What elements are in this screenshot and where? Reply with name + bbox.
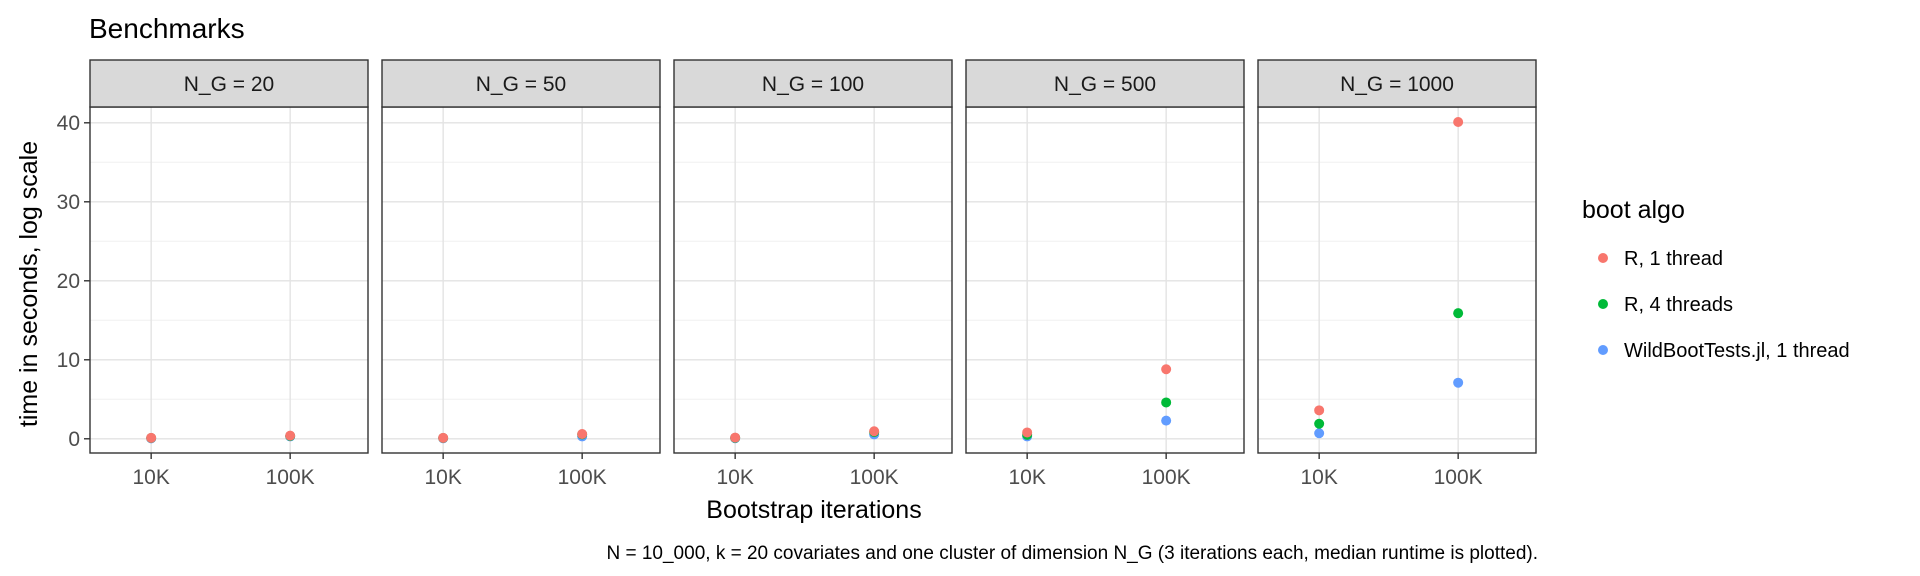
panel-background <box>1258 107 1536 453</box>
y-axis-label: time in seconds, log scale <box>15 141 43 427</box>
x-tick-label: 10K <box>132 466 169 489</box>
y-tick-label: 10 <box>57 349 80 372</box>
legend: boot algo R, 1 thread R, 4 threads WildBoo… <box>1582 196 1850 362</box>
x-axis-label: Bootstrap iterations <box>706 496 921 524</box>
facet-panel: 10K 100K N_G = 1000 <box>1257 59 1537 489</box>
data-point <box>1453 308 1464 319</box>
x-tick-label: 100K <box>850 466 899 489</box>
data-point <box>1314 418 1325 429</box>
x-tick-label: 10K <box>424 466 461 489</box>
data-point <box>1022 427 1033 438</box>
chart-title: Benchmarks <box>89 13 245 44</box>
legend-label: R, 1 thread <box>1624 248 1723 270</box>
data-point <box>285 430 296 441</box>
panel-background <box>90 107 368 453</box>
panel-background <box>382 107 660 453</box>
y-tick-label: 20 <box>57 270 80 293</box>
facet-label: N_G = 1000 <box>1340 73 1454 96</box>
legend-title: boot algo <box>1582 196 1685 224</box>
facet-strip <box>965 59 1245 108</box>
data-point <box>438 432 449 443</box>
x-tick-label: 100K <box>266 466 315 489</box>
facet-label: N_G = 100 <box>762 73 864 96</box>
facet-strip <box>673 59 953 108</box>
facet-panel: 10K 100K N_G = 500 <box>965 59 1245 489</box>
data-point <box>577 429 588 440</box>
data-point <box>730 432 741 443</box>
x-tick-label: 100K <box>1434 466 1483 489</box>
legend-key <box>1598 253 1608 263</box>
legend-key <box>1598 345 1608 355</box>
facet-label: N_G = 50 <box>476 73 566 96</box>
panel-background <box>674 107 952 453</box>
data-point <box>869 426 880 437</box>
y-tick-label: 30 <box>57 191 80 214</box>
panel-background <box>966 107 1244 453</box>
data-point <box>146 432 157 443</box>
x-tick-label: 10K <box>1008 466 1045 489</box>
facet-panels: 10K 100K N_G = 20 10K 100K N_G = 50 10K 100K N_G… <box>89 59 1537 489</box>
x-tick-label: 100K <box>1142 466 1191 489</box>
y-axis: 0 10 20 30 40 <box>57 112 90 451</box>
legend-key <box>1598 299 1608 309</box>
x-tick-label: 10K <box>716 466 753 489</box>
data-point <box>1161 397 1172 408</box>
y-tick-label: 0 <box>68 428 80 451</box>
y-tick-label: 40 <box>57 112 80 135</box>
x-tick-label: 10K <box>1300 466 1337 489</box>
facet-panel: 10K 100K N_G = 20 <box>89 59 369 489</box>
chart-caption: N = 10_000, k = 20 covariates and one cl… <box>606 543 1538 564</box>
facet-label: N_G = 500 <box>1054 73 1156 96</box>
data-point <box>1161 415 1172 426</box>
data-point <box>1453 377 1464 388</box>
facet-strip <box>381 59 661 108</box>
facet-label: N_G = 20 <box>184 73 274 96</box>
legend-label: WildBootTests.jl, 1 thread <box>1624 340 1850 362</box>
facet-strip <box>1257 59 1537 108</box>
facet-panel: 10K 100K N_G = 50 <box>381 59 661 489</box>
facet-panel: 10K 100K N_G = 100 <box>673 59 953 489</box>
legend-label: R, 4 threads <box>1624 294 1733 316</box>
facet-strip <box>89 59 369 108</box>
x-tick-label: 100K <box>558 466 607 489</box>
data-point <box>1314 428 1325 439</box>
data-point <box>1453 117 1464 128</box>
data-point <box>1314 405 1325 416</box>
data-point <box>1161 364 1172 375</box>
